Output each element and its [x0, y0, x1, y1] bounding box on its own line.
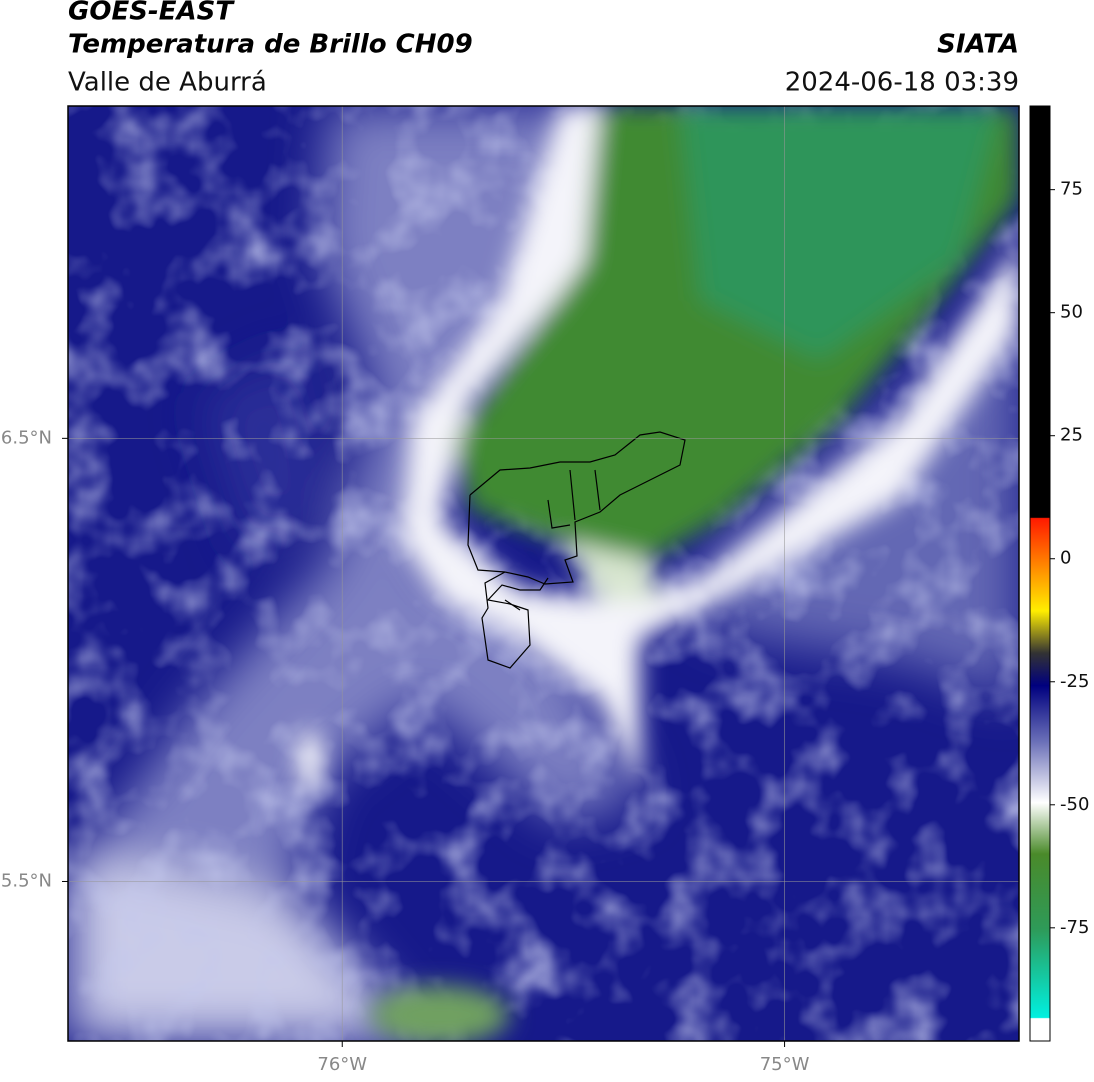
colorbar-tick-label: -75	[1060, 917, 1089, 938]
datetime: 2024-06-18 03:39	[785, 68, 1019, 98]
colorbar	[1029, 105, 1051, 1042]
colorbar-tick-label: 50	[1060, 302, 1083, 323]
satellite-image	[68, 106, 1019, 1041]
valley-outline	[467, 431, 686, 669]
colorbar-tick-label: 25	[1060, 425, 1083, 446]
y-tick-label: 6.5°N	[1, 427, 52, 448]
title: GOES-EAST	[68, 0, 235, 27]
subtitle: Temperatura de Brillo CH09	[68, 30, 473, 60]
graticule	[68, 106, 1019, 1041]
colorbar-tick-label: -25	[1060, 671, 1089, 692]
y-tick-label: 5.5°N	[1, 870, 52, 891]
source: SIATA	[937, 30, 1019, 60]
colorbar-tick-label: -50	[1060, 794, 1089, 815]
x-tick-label: 76°W	[317, 1054, 367, 1075]
region: Valle de Aburrá	[68, 68, 267, 98]
map-frame	[67, 105, 1020, 1042]
x-tick-label: 75°W	[760, 1054, 810, 1075]
colorbar-tick-label: 75	[1060, 179, 1083, 200]
colorbar-tick-label: 0	[1060, 548, 1071, 569]
